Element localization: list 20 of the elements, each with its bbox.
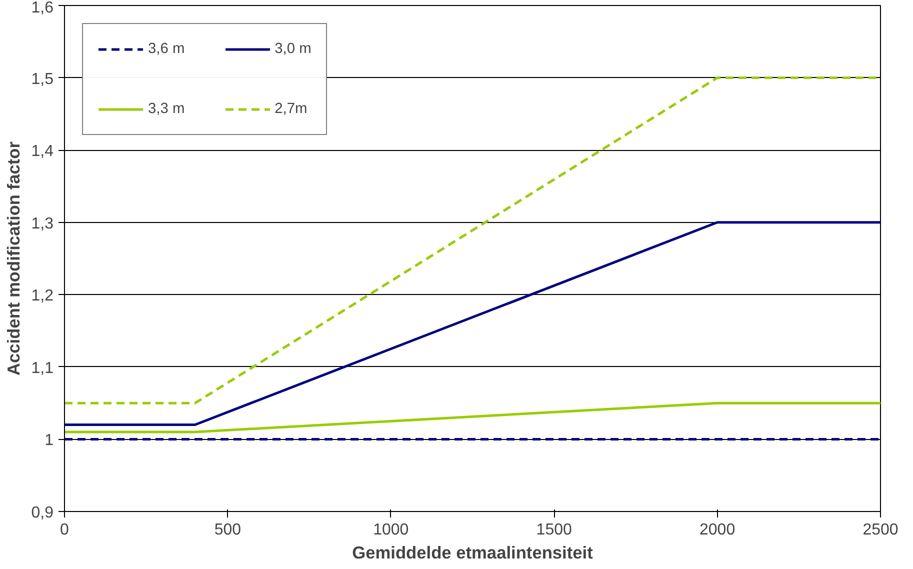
y-tick-label: 1,4: [31, 143, 54, 160]
legend-label: 3,0 m: [274, 41, 312, 57]
y-tick-label: 1,6: [31, 0, 54, 16]
y-tick-label: 1,1: [31, 360, 54, 377]
y-tick-label: 1,2: [31, 288, 54, 305]
x-tick-label: 2000: [700, 522, 736, 538]
x-tick-label: 1000: [373, 522, 409, 538]
x-tick-label: 1500: [536, 522, 572, 538]
y-tick-label: 1,5: [31, 70, 54, 88]
x-tick-label: 2500: [862, 522, 898, 538]
x-axis-title: Gemiddelde etmaalintensiteit: [352, 542, 594, 562]
legend-label: 3,3 m: [148, 101, 185, 117]
y-tick-label: 0,9: [31, 504, 54, 522]
x-tick-label: 0: [60, 522, 70, 538]
y-axis-title: Accident modification factor: [3, 141, 24, 376]
x-tick-label: 500: [214, 522, 242, 538]
y-tick-label: 1: [44, 432, 54, 450]
y-tick-label: 1,3: [31, 215, 54, 232]
legend-label: 2,7m: [274, 101, 308, 117]
legend-label: 3,6 m: [148, 41, 185, 57]
